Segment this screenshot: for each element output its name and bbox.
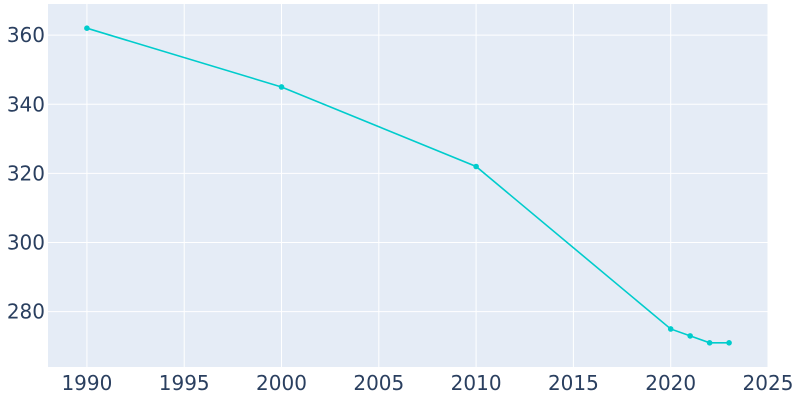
data-point-2000 — [278, 84, 285, 90]
y-tick-label-340: 340 — [7, 92, 45, 116]
data-point-2020 — [667, 326, 674, 332]
y-tick-label-360: 360 — [7, 23, 45, 47]
y-tick-label-320: 320 — [7, 161, 45, 185]
x-tick-label-2000: 2000 — [256, 371, 307, 395]
x-tick-label-2010: 2010 — [451, 371, 502, 395]
y-tick-label-280: 280 — [7, 300, 45, 324]
x-axis-ticks: 1990 1995 2000 2005 2010 2015 2020 2025 — [61, 371, 793, 395]
x-tick-label-2020: 2020 — [645, 371, 696, 395]
x-tick-label-2015: 2015 — [548, 371, 599, 395]
data-point-2023 — [726, 340, 732, 346]
plot-area — [48, 4, 768, 367]
x-tick-label-2025: 2025 — [743, 371, 794, 395]
x-tick-label-2005: 2005 — [353, 371, 404, 395]
data-point-2021 — [687, 333, 693, 339]
data-point-1990 — [84, 25, 90, 32]
data-point-2010 — [473, 163, 479, 170]
x-tick-label-1990: 1990 — [61, 371, 112, 395]
y-gridlines — [48, 34, 768, 313]
y-tick-label-300: 300 — [7, 231, 45, 255]
data-point-2022 — [706, 340, 713, 346]
y-axis-ticks: 280 300 320 340 360 — [7, 23, 45, 324]
series-layer — [84, 25, 732, 346]
x-gridlines — [86, 4, 769, 367]
x-tick-label-1995: 1995 — [159, 371, 210, 395]
